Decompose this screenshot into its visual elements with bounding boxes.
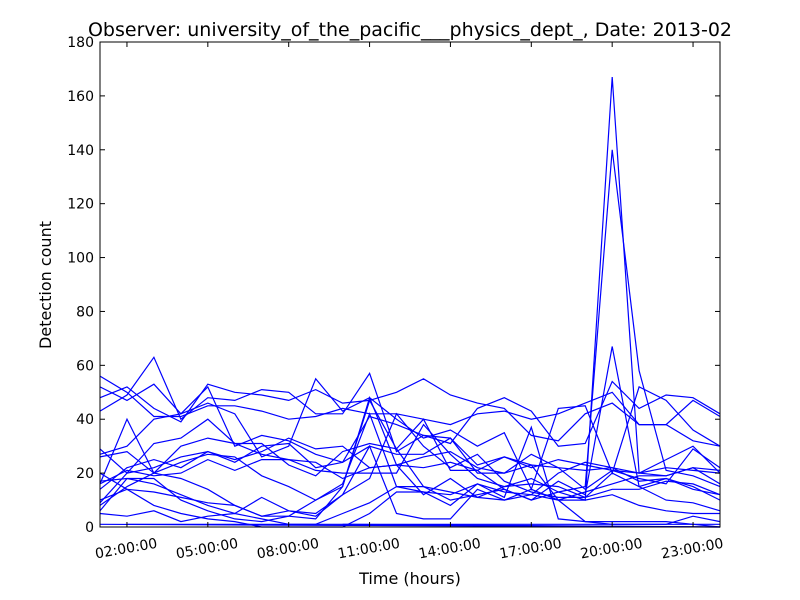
- series-layer: [99, 76, 721, 528]
- y-tick-label: 100: [67, 251, 94, 267]
- series-line-11: [99, 412, 721, 515]
- x-tick-label: 20:00:00: [579, 536, 644, 563]
- series-line-4: [99, 377, 721, 491]
- x-tick-label: 08:00:00: [256, 536, 321, 563]
- x-tick-label: 17:00:00: [498, 536, 563, 563]
- series-line-13: [99, 149, 721, 501]
- chart-title: Observer: university_of_the_pacific___ph…: [88, 19, 732, 41]
- series-line-12: [99, 76, 721, 520]
- y-tick-label: 80: [76, 304, 94, 320]
- x-tick-label: 05:00:00: [175, 536, 240, 563]
- series-line-15: [99, 444, 720, 520]
- series-line-3: [99, 356, 721, 453]
- series-line-17: [99, 483, 721, 528]
- y-tick-label: 180: [67, 35, 94, 51]
- plot-frame: [99, 41, 721, 528]
- x-tick-label: 14:00:00: [417, 536, 482, 563]
- y-tick-label: 20: [76, 466, 94, 482]
- y-axis-ticks: 0 20 40 60 80 100 120 140 160 180: [67, 35, 720, 536]
- y-tick-label: 0: [85, 520, 94, 536]
- x-axis-label: Time (hours): [358, 569, 461, 588]
- y-tick-label: 140: [67, 143, 94, 159]
- series-line-10: [99, 398, 721, 506]
- series-line-14: [99, 346, 721, 523]
- series-line-2: [99, 378, 721, 447]
- series-line-1: [99, 375, 721, 426]
- series-line-6: [99, 437, 721, 501]
- y-tick-label: 160: [67, 89, 94, 105]
- y-tick-label: 120: [67, 197, 94, 213]
- series-line-9: [99, 437, 721, 491]
- series-line-7: [99, 417, 721, 499]
- x-tick-label: 23:00:00: [660, 536, 725, 563]
- series-line-8: [99, 418, 721, 504]
- x-tick-label: 02:00:00: [94, 536, 159, 563]
- y-tick-label: 40: [76, 412, 94, 428]
- x-tick-label: 11:00:00: [337, 536, 402, 563]
- x-axis-ticks: 02:00:00 05:00:00 08:00:00 11:00:00 14:00:00…: [94, 42, 725, 562]
- y-tick-label: 60: [76, 358, 94, 374]
- y-axis-label: Detection count: [36, 221, 55, 349]
